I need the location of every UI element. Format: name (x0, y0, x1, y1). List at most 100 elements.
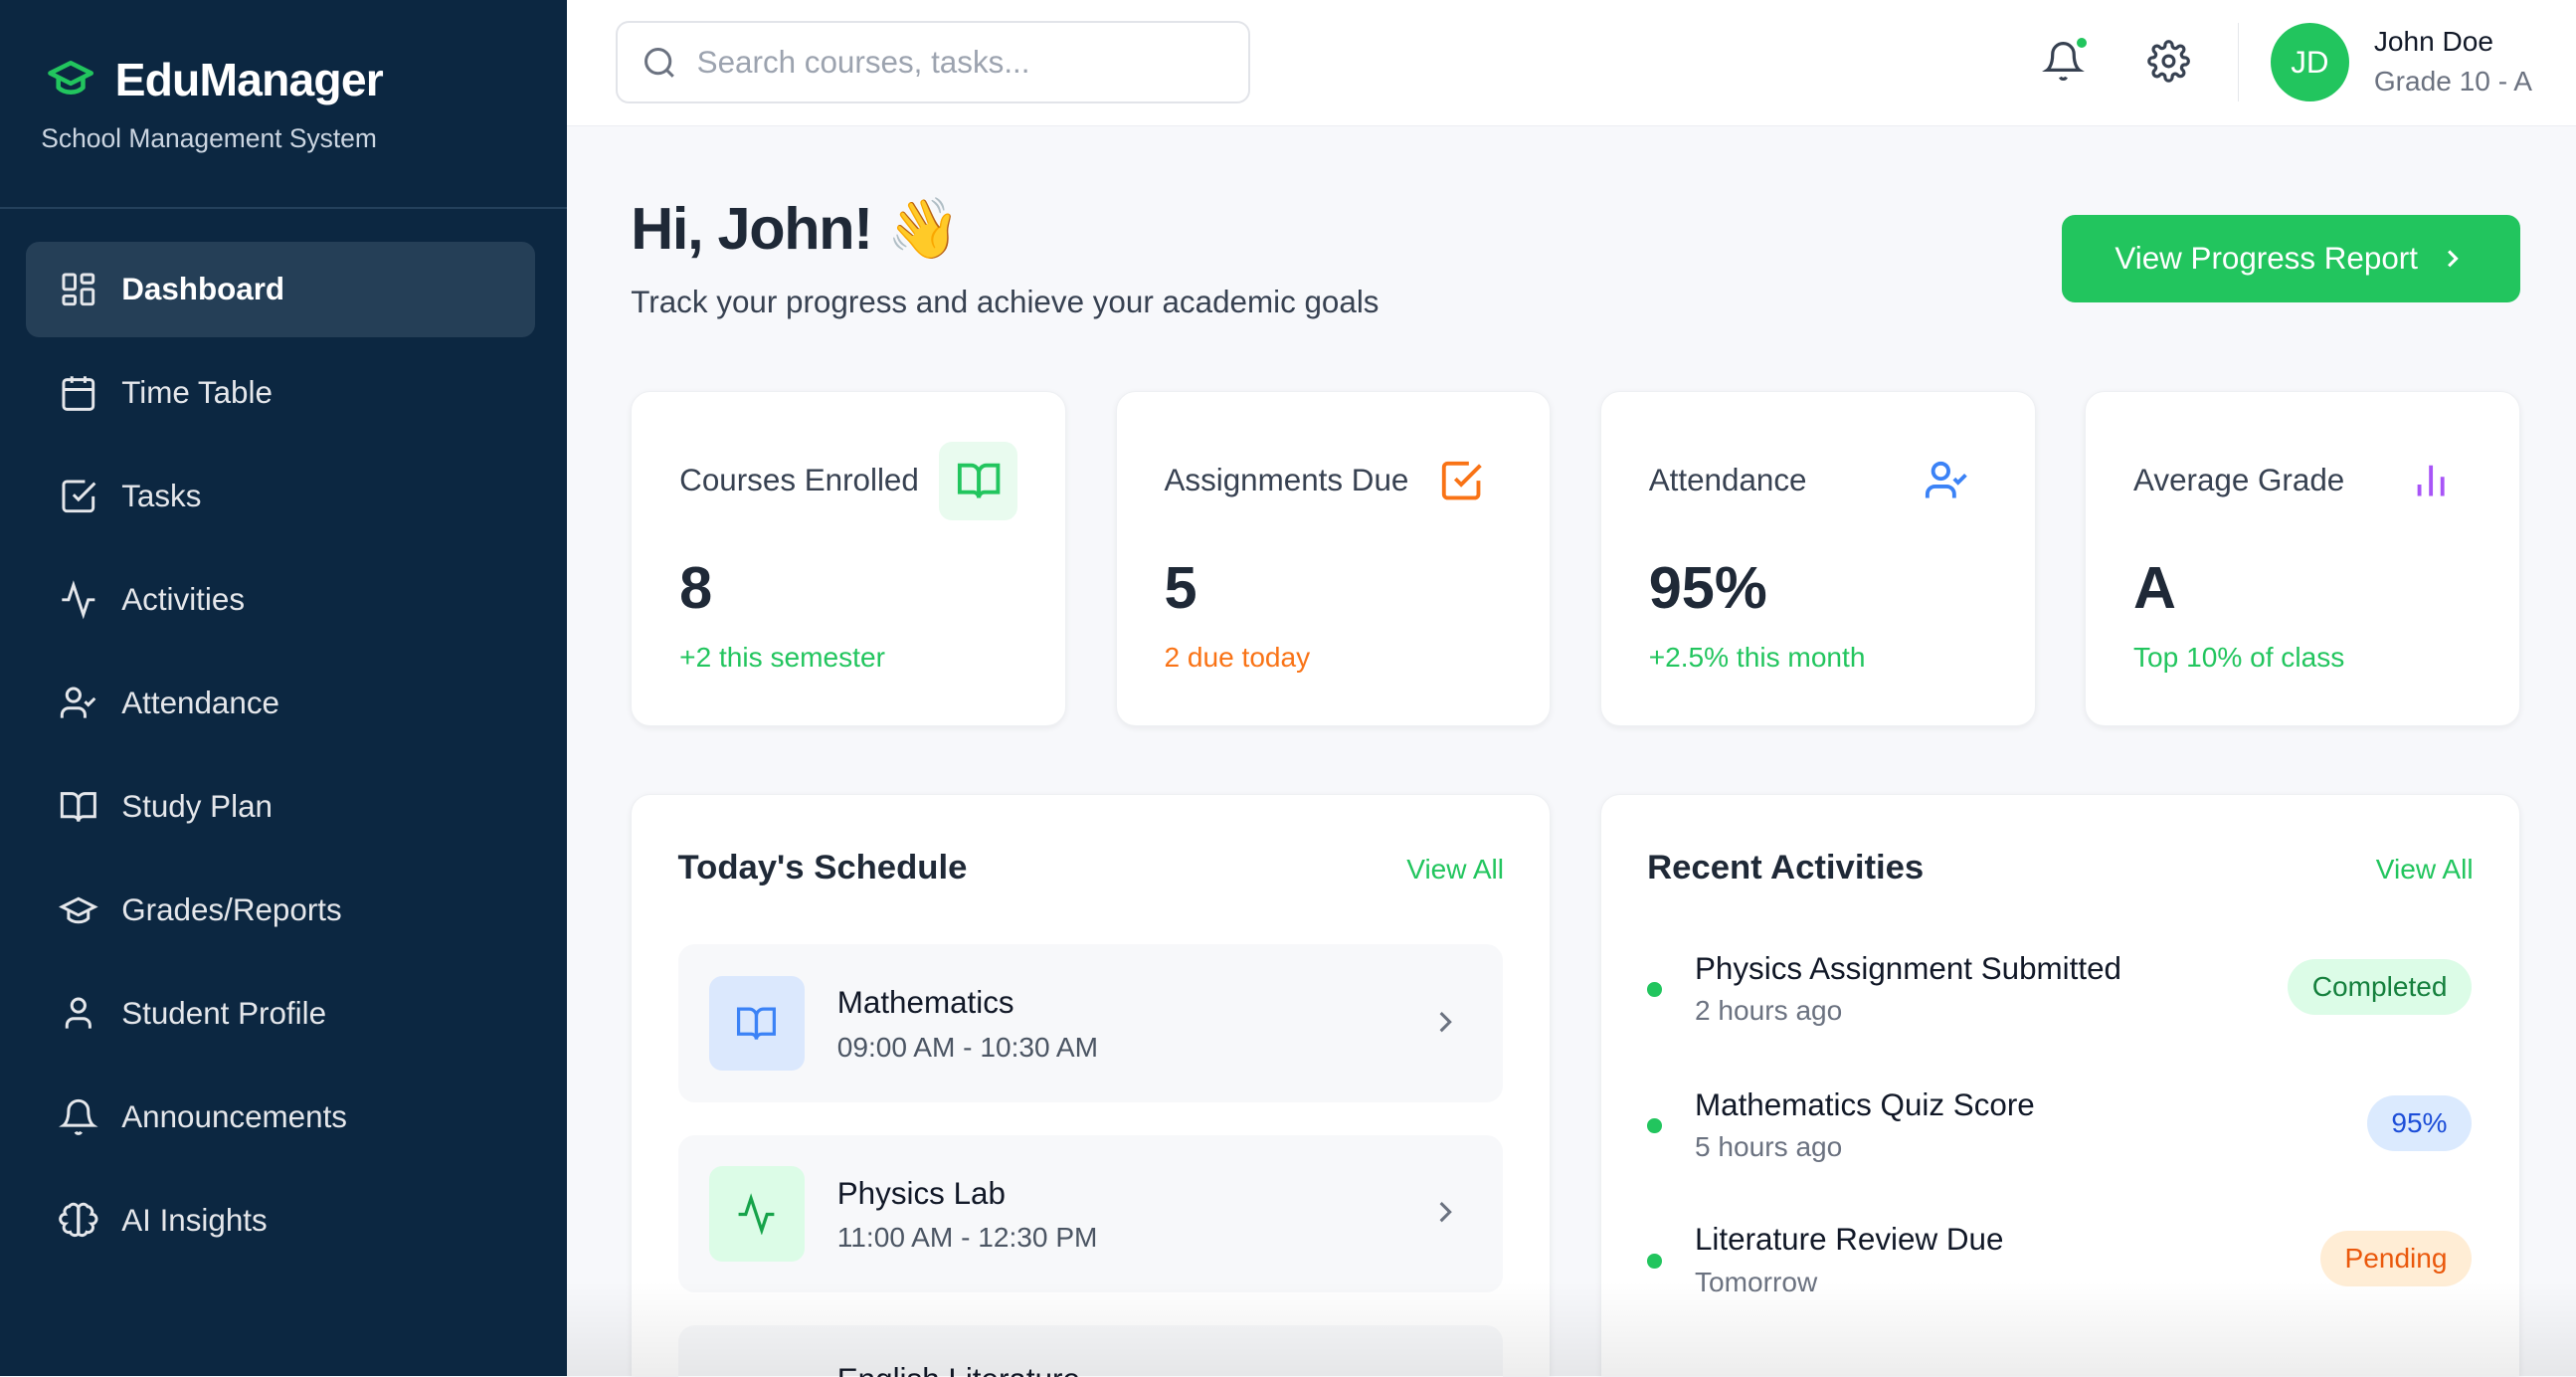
user-check-icon (61, 687, 96, 718)
stat-value: A (2133, 554, 2176, 621)
gear-icon (2147, 39, 2190, 83)
activity-time: 5 hours ago (1694, 1131, 1843, 1163)
activity-icon (708, 1166, 805, 1262)
sidebar-item-announcements[interactable]: Announcements (26, 1070, 535, 1165)
chevron-right-icon (2447, 250, 2459, 268)
stat-note: 2 due today (1164, 642, 1311, 674)
divider (2237, 23, 2240, 102)
stat-value: 95% (1648, 554, 1767, 621)
sidebar-item-label: Attendance (121, 685, 279, 720)
sidebar-item-label: Activities (121, 581, 246, 617)
sidebar-item-tasks[interactable]: Tasks (26, 449, 535, 544)
stat-note: +2 this semester (679, 642, 885, 674)
schedule-item[interactable]: Physics Lab 11:00 AM - 12:30 PM (677, 1134, 1503, 1293)
sidebar-item-student-profile[interactable]: Student Profile (26, 966, 535, 1062)
schedule-time: 09:00 AM - 10:30 AM (836, 1031, 1098, 1063)
panel-title: Recent Activities (1647, 849, 1925, 887)
activity-item[interactable]: Literature Review Due Tomorrow Pending (1647, 1222, 2473, 1320)
sidebar-item-label: Time Table (121, 374, 273, 410)
graduation-cap-icon (59, 896, 99, 924)
brand[interactable]: EduManager (43, 53, 384, 106)
stat-label: Attendance (1648, 463, 1807, 498)
schedule-name: Physics Lab (836, 1176, 1006, 1212)
settings-button[interactable] (2147, 39, 2193, 86)
checkbox-icon (1422, 442, 1501, 520)
sidebar-item-activities[interactable]: Activities (26, 552, 535, 648)
topbar: JD John Doe Grade 10 - A (566, 0, 2576, 127)
sidebar: EduManager School Management System Dash… (0, 0, 567, 1376)
notifications-button[interactable] (2042, 34, 2091, 86)
stat-card-attendance: Attendance 95% +2.5% this month (1599, 391, 2036, 727)
sidebar-item-attendance[interactable]: Attendance (26, 656, 535, 751)
stat-note: Top 10% of class (2133, 642, 2345, 674)
todays-schedule-panel: Today's Schedule View All Mathematics 09… (631, 793, 1552, 1377)
bar-chart-icon (2391, 442, 2470, 520)
stat-card-average-grade: Average Grade A Top 10% of class (2085, 391, 2520, 727)
panel-title: Today's Schedule (677, 849, 968, 887)
search-icon (644, 47, 674, 78)
schedule-name: Mathematics (836, 985, 1014, 1021)
sidebar-item-ai-insights[interactable]: AI Insights (26, 1173, 535, 1269)
stat-label: Courses Enrolled (679, 463, 919, 498)
search-input[interactable] (696, 44, 1223, 81)
brand-subtitle: School Management System (41, 122, 377, 153)
search-box[interactable] (616, 21, 1250, 104)
calendar-icon (62, 376, 95, 411)
stat-card-assignments: Assignments Due 5 2 due today (1115, 391, 1552, 727)
view-all-link[interactable]: View All (2375, 854, 2474, 885)
sidebar-item-label: AI Insights (121, 1203, 268, 1239)
brand-name: EduManager (114, 53, 384, 105)
sidebar-item-dashboard[interactable]: Dashboard (26, 241, 536, 337)
status-dot (1647, 1253, 1662, 1269)
recent-activities-panel: Recent Activities View All Physics Assig… (1599, 793, 2520, 1376)
sidebar-item-label: Student Profile (121, 996, 327, 1032)
schedule-name: English Literature (837, 1362, 1080, 1377)
schedule-item[interactable]: English Literature (677, 1325, 1503, 1377)
stat-note: +2.5% this month (1648, 642, 1866, 674)
sidebar-item-grades-reports[interactable]: Grades/Reports (26, 863, 535, 958)
status-badge: Completed (2287, 958, 2473, 1016)
button-label: View Progress Report (2115, 241, 2418, 277)
schedule-item[interactable]: Mathematics 09:00 AM - 10:30 AM (677, 944, 1503, 1102)
sidebar-item-label: Study Plan (121, 788, 273, 824)
sidebar-item-study-plan[interactable]: Study Plan (26, 759, 535, 855)
stat-label: Assignments Due (1164, 463, 1409, 498)
chevron-right-icon (1439, 1202, 1452, 1223)
sidebar-item-label: Dashboard (121, 271, 285, 306)
book-icon (61, 792, 97, 823)
user-icon (66, 997, 92, 1029)
graduation-cap-icon (48, 61, 93, 96)
notification-dot (2073, 34, 2091, 52)
activity-title: Physics Assignment Submitted (1694, 950, 2121, 986)
book-open-icon (708, 975, 805, 1072)
brain-icon (59, 1203, 98, 1238)
schedule-time: 11:00 AM - 12:30 PM (836, 1222, 1098, 1254)
status-dot (1647, 982, 1662, 997)
status-dot (1647, 1118, 1662, 1134)
view-all-link[interactable]: View All (1406, 854, 1505, 885)
user-name: John Doe (2373, 26, 2494, 58)
view-progress-report-button[interactable]: View Progress Report (2062, 215, 2520, 302)
status-badge: Pending (2319, 1230, 2473, 1286)
activity-time: Tomorrow (1694, 1266, 1818, 1297)
activity-item[interactable]: Physics Assignment Submitted 2 hours ago… (1647, 950, 2473, 1050)
avatar[interactable]: JD (2270, 23, 2350, 102)
chevron-right-icon (1439, 1011, 1452, 1032)
score-badge: 95% (2366, 1095, 2473, 1152)
sidebar-item-label: Grades/Reports (121, 891, 342, 927)
activity-item[interactable]: Mathematics Quiz Score 5 hours ago 95% (1647, 1086, 2473, 1186)
sidebar-item-label: Tasks (121, 478, 202, 513)
user-check-icon (1907, 442, 1985, 520)
activity-title: Literature Review Due (1694, 1222, 2004, 1258)
sidebar-item-time-table[interactable]: Time Table (26, 345, 535, 441)
bell-icon (59, 1099, 99, 1136)
activity-icon (62, 580, 95, 620)
sidebar-nav: Dashboard Time Table Tasks Activities At… (26, 241, 536, 1277)
activity-title: Mathematics Quiz Score (1694, 1086, 2035, 1122)
activity-time: 2 hours ago (1694, 995, 1843, 1027)
stat-card-courses: Courses Enrolled 8 +2 this semester (631, 391, 1066, 727)
stat-value: 5 (1164, 554, 1197, 621)
sidebar-item-label: Announcements (121, 1099, 347, 1135)
checkbox-icon (62, 480, 96, 513)
user-grade: Grade 10 - A (2373, 66, 2533, 98)
